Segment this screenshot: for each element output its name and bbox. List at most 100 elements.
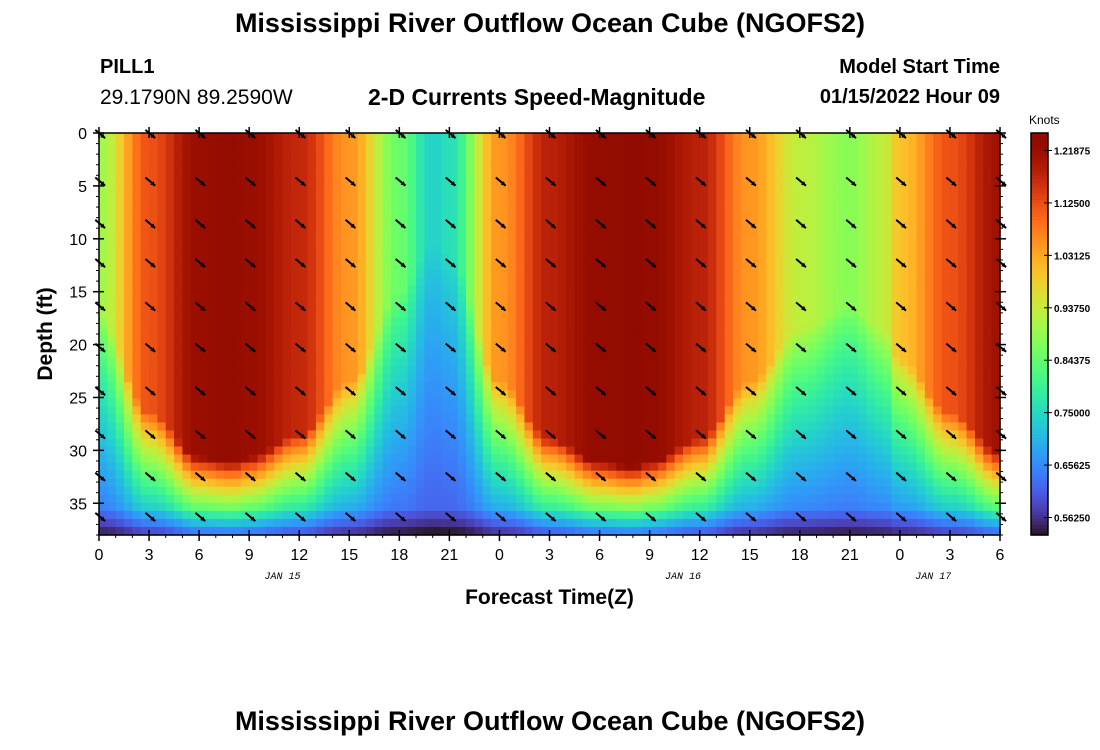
heatmap-cell bbox=[891, 486, 901, 496]
heatmap-cell bbox=[741, 518, 751, 528]
heatmap-cell bbox=[841, 141, 851, 150]
heatmap-cell bbox=[199, 454, 209, 464]
heatmap-cell bbox=[924, 149, 934, 158]
heatmap-cell bbox=[140, 358, 150, 367]
heatmap-cell bbox=[299, 149, 309, 158]
heatmap-cell bbox=[549, 422, 559, 432]
heatmap-cell bbox=[758, 237, 767, 247]
heatmap-cell bbox=[724, 526, 734, 536]
heatmap-cell bbox=[741, 157, 751, 166]
heatmap-cell bbox=[157, 277, 167, 287]
heatmap-cell bbox=[666, 334, 676, 343]
heatmap-cell bbox=[382, 374, 392, 383]
heatmap-cell bbox=[699, 366, 709, 375]
heatmap-cell bbox=[399, 229, 409, 239]
heatmap-cell bbox=[165, 390, 175, 399]
heatmap-cell bbox=[616, 197, 626, 206]
heatmap-cell bbox=[666, 398, 676, 407]
heatmap-cell bbox=[774, 285, 784, 295]
heatmap-cell bbox=[399, 526, 409, 536]
heatmap-cell bbox=[207, 398, 217, 407]
heatmap-cell bbox=[249, 494, 259, 504]
heatmap-cell bbox=[841, 229, 851, 239]
heatmap-cell bbox=[190, 269, 200, 279]
heatmap-cell bbox=[908, 269, 918, 279]
heatmap-cell bbox=[374, 454, 384, 464]
heatmap-cell bbox=[924, 334, 934, 343]
heatmap-cell bbox=[816, 245, 826, 255]
heatmap-cell bbox=[774, 261, 784, 271]
heatmap-cell bbox=[491, 462, 501, 472]
heatmap-cell bbox=[274, 157, 284, 166]
heatmap-cell bbox=[399, 462, 409, 472]
heatmap-cell bbox=[432, 301, 442, 311]
heatmap-cell bbox=[107, 133, 117, 142]
heatmap-cell bbox=[340, 334, 350, 343]
heatmap-cell bbox=[874, 189, 884, 198]
heatmap-cell bbox=[566, 486, 576, 496]
heatmap-cell bbox=[124, 438, 133, 448]
heatmap-cell bbox=[908, 366, 918, 375]
heatmap-cell bbox=[874, 213, 884, 223]
heatmap-cell bbox=[299, 301, 309, 311]
heatmap-cell bbox=[207, 181, 217, 190]
heatmap-cell bbox=[190, 221, 200, 231]
heatmap-cell bbox=[891, 518, 901, 528]
heatmap-cell bbox=[516, 366, 526, 375]
heatmap-cell bbox=[441, 518, 450, 528]
heatmap-cell bbox=[674, 462, 684, 472]
heatmap-cell bbox=[649, 398, 659, 407]
heatmap-cell bbox=[182, 173, 192, 182]
heatmap-cell bbox=[315, 213, 325, 223]
heatmap-cell bbox=[132, 494, 142, 504]
heatmap-cell bbox=[491, 245, 501, 255]
heatmap-cell bbox=[290, 414, 300, 424]
heatmap-cell bbox=[808, 454, 818, 464]
heatmap-cell bbox=[416, 446, 425, 456]
heatmap-cell bbox=[491, 478, 501, 488]
heatmap-cell bbox=[591, 189, 601, 198]
heatmap-cell bbox=[507, 309, 517, 319]
heatmap-cell bbox=[491, 189, 501, 198]
heatmap-cell bbox=[566, 173, 576, 182]
heatmap-cell bbox=[140, 438, 150, 448]
heatmap-cell bbox=[265, 502, 275, 512]
heatmap-cell bbox=[649, 510, 659, 520]
heatmap-cell bbox=[632, 157, 642, 166]
heatmap-cell bbox=[282, 293, 292, 303]
heatmap-cell bbox=[315, 390, 325, 399]
heatmap-cell bbox=[591, 213, 601, 223]
heatmap-cell bbox=[390, 221, 400, 231]
heatmap-cell bbox=[674, 173, 684, 182]
heatmap-cell bbox=[524, 213, 534, 223]
heatmap-cell bbox=[99, 366, 108, 375]
heatmap-cell bbox=[607, 157, 617, 166]
heatmap-cell bbox=[416, 390, 425, 399]
heatmap-cell bbox=[390, 285, 400, 295]
heatmap-cell bbox=[624, 350, 634, 359]
heatmap-cell bbox=[783, 510, 793, 520]
heatmap-cell bbox=[332, 317, 342, 327]
heatmap-cell bbox=[766, 470, 776, 480]
heatmap-cell bbox=[432, 350, 442, 359]
heatmap-cell bbox=[607, 430, 617, 440]
heatmap-cell bbox=[441, 165, 450, 174]
heatmap-cell bbox=[174, 245, 184, 255]
heatmap-cell bbox=[566, 181, 576, 190]
heatmap-cell bbox=[140, 390, 150, 399]
heatmap-cell bbox=[332, 269, 342, 279]
heatmap-cell bbox=[733, 317, 742, 327]
heatmap-cell bbox=[891, 462, 901, 472]
heatmap-cell bbox=[724, 133, 734, 142]
heatmap-cell bbox=[924, 406, 934, 415]
heatmap-cell bbox=[774, 454, 784, 464]
heatmap-cell bbox=[224, 382, 234, 391]
heatmap-cell bbox=[140, 430, 150, 440]
heatmap-cell bbox=[282, 277, 292, 287]
heatmap-cell bbox=[482, 285, 492, 295]
heatmap-cell bbox=[416, 269, 425, 279]
heatmap-cell bbox=[182, 293, 192, 303]
heatmap-cell bbox=[324, 285, 334, 295]
heatmap-cell bbox=[733, 149, 742, 158]
heatmap-cell bbox=[699, 325, 709, 335]
